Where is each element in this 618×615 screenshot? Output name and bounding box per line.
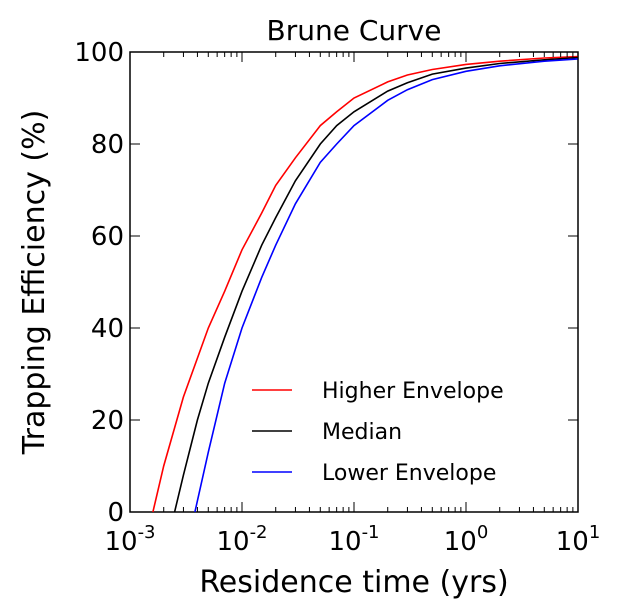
y-tick-label: 60 — [91, 222, 124, 252]
series-line-median — [173, 56, 579, 513]
y-tick-label: 20 — [91, 406, 124, 436]
y-tick-label: 100 — [74, 38, 124, 68]
y-tick-label: 40 — [91, 314, 124, 344]
tick-layer: 10-3 10-2 10-1 100 101 0 20 40 60 80 100 — [74, 38, 600, 557]
series-line-lower-envelope — [194, 58, 579, 513]
x-tick-label: 100 — [444, 522, 489, 557]
x-tick-label: 10-2 — [216, 522, 267, 557]
legend-label-median: Median — [322, 420, 402, 445]
chart-title: Brune Curve — [267, 14, 442, 47]
y-tick-label: 0 — [107, 498, 124, 528]
y-tick-label: 80 — [91, 130, 124, 160]
legend: Higher Envelope Median Lower Envelope — [252, 379, 504, 486]
plot-area: 10-3 10-2 10-1 100 101 0 20 40 60 80 100 — [74, 38, 600, 557]
series-layer — [152, 55, 579, 513]
x-tick-label: 101 — [556, 522, 601, 557]
x-tick-label: 10-1 — [328, 522, 379, 557]
x-axis-label: Residence time (yrs) — [199, 565, 508, 600]
legend-label-lower-envelope: Lower Envelope — [322, 461, 496, 486]
legend-label-higher-envelope: Higher Envelope — [322, 379, 504, 404]
x-tick-label: 10-3 — [104, 522, 155, 557]
series-line-higher-envelope — [152, 55, 579, 513]
y-axis-label: Trapping Efficiency (%) — [17, 110, 52, 456]
